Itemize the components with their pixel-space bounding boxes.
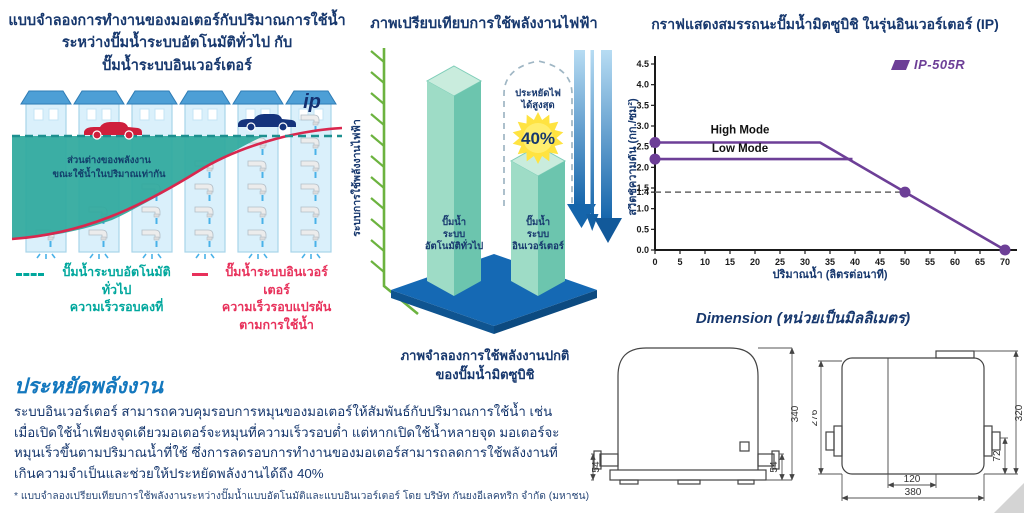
line-chart-y-axis-label: สวิตช์ความดัน (กก./ซม²) <box>628 98 639 216</box>
legend-item-automatic: ปั๊มน้ำระบบอัตโนมัติทั่วไป ความเร็วรอบคง… <box>16 264 184 334</box>
svg-text:4.5: 4.5 <box>636 59 649 69</box>
energy-bars <box>425 65 567 296</box>
svg-text:10: 10 <box>700 257 710 267</box>
performance-chart-title: กราฟแสดงสมรรถนะปั๊มน้ำมิตซูบิชิ ในรุ่นอิ… <box>651 16 999 32</box>
svg-text:55: 55 <box>925 257 935 267</box>
svg-text:0.0: 0.0 <box>636 245 649 255</box>
svg-text:65: 65 <box>975 257 985 267</box>
svg-text:45: 45 <box>875 257 885 267</box>
left-panel-title: แบบจำลองการทำงานของมอเตอร์กับปริมาณการใช… <box>8 10 346 77</box>
svg-text:60: 60 <box>950 257 960 267</box>
svg-text:25: 25 <box>775 257 785 267</box>
svg-text:อัตโนมัติทั่วไป: อัตโนมัติทั่วไป <box>425 238 483 252</box>
energy-difference-note-line2: ขณะใช้น้ำในปริมาณเท่ากัน <box>52 166 166 180</box>
svg-text:อินเวอร์เตอร์: อินเวอร์เตอร์ <box>512 240 565 252</box>
svg-text:15: 15 <box>725 257 735 267</box>
line-chart-legend: IP-505R <box>890 57 966 72</box>
svg-text:50: 50 <box>900 257 910 267</box>
ip505r-swatch-icon <box>890 59 911 70</box>
red-car-icon <box>84 122 142 140</box>
platform-edge-left <box>391 290 494 334</box>
dimension-title: Dimension (หน่วยเป็นมิลลิเมตร) <box>695 310 911 327</box>
legend-inverter-line2: ความเร็วรอบแปรผัน <box>221 300 332 314</box>
energy-difference-area <box>12 136 264 239</box>
svg-text:ระบบ: ระบบ <box>443 229 465 240</box>
svg-text:1.4: 1.4 <box>636 187 649 197</box>
bar1-label: ปั๊มน้ำ ระบบ อัตโนมัติทั่วไป <box>425 214 483 252</box>
dim-side-pipe-spacing: 120 <box>904 474 921 485</box>
legend-item-inverter: ปั๊มน้ำระบบอินเวอร์เตอร์ ความเร็วรอบแปรผ… <box>192 264 340 334</box>
svg-text:1.0: 1.0 <box>636 204 649 214</box>
pump-legend: ปั๊มน้ำระบบอัตโนมัติทั่วไป ความเร็วรอบคง… <box>16 264 340 334</box>
left-title-line2: ระหว่างปั๊มน้ำระบบอัตโนมัติทั่วไป กับ <box>61 35 293 52</box>
dim-side-total-height: 320 <box>1014 404 1024 421</box>
performance-line-chart: สวิตช์ความดัน (กก./ซม²) ปริมาณน้ำ (ลิตรต… <box>628 56 1017 281</box>
blue-car-icon <box>238 114 296 132</box>
badge-line2: ได้สูงสุด <box>520 99 554 112</box>
svg-text:High Mode: High Mode <box>711 124 770 136</box>
caption-line2: ของปั๊มน้ำมิตซูบิชิ <box>435 366 535 382</box>
pump-usage-illustration: ip ส่วนต่างของพลังงาน ขณะใช้น้ำในปริมาณเ… <box>12 90 342 259</box>
left-title-line3: ปั๊มน้ำระบบอินเวอร์เตอร์ <box>102 57 252 74</box>
svg-text:ปั๊มน้ำ: ปั๊มน้ำ <box>526 214 550 228</box>
dashed-line-swatch <box>16 273 44 276</box>
saving-percentage: 40% <box>521 129 555 148</box>
svg-text:40: 40 <box>850 257 860 267</box>
dim-side-total-width: 380 <box>905 487 922 498</box>
dim-front-pipe-right: 54 <box>769 461 780 473</box>
dimension-side-view: 276 320 72 120 380 <box>812 350 1024 501</box>
bar-chart-y-axis-label: ระบบการใช้พลังงานไฟฟ้า <box>349 119 363 237</box>
bar-chart-caption: ภาพจำลองการใช้พลังงานปกติ ของปั๊มน้ำมิตซ… <box>352 347 618 385</box>
svg-text:1.5: 1.5 <box>636 183 649 193</box>
svg-text:70: 70 <box>1000 257 1010 267</box>
energy-difference-note-line1: ส่วนต่างของพลังงาน <box>67 155 151 166</box>
dim-front-pipe-left: 54 <box>591 461 602 473</box>
bar2-label: ปั๊มน้ำ ระบบ อินเวอร์เตอร์ <box>512 214 565 252</box>
energy-comparison-title: ภาพเปรียบเทียบการใช้พลังงานไฟฟ้า <box>370 16 598 32</box>
platform-base <box>391 254 597 326</box>
left-title-line1: แบบจำลองการทำงานของมอเตอร์กับปริมาณการใช… <box>8 13 346 29</box>
page-corner-fold <box>994 483 1024 513</box>
svg-text:0.5: 0.5 <box>636 224 649 234</box>
dim-side-pipe-height: 72 <box>992 450 1003 462</box>
energy-saving-heading: ประหยัดพลังงาน <box>14 375 164 398</box>
legend-auto-line1: ปั๊มน้ำระบบอัตโนมัติทั่วไป <box>62 265 171 297</box>
legend-inverter-line1: ปั๊มน้ำระบบอินเวอร์เตอร์ <box>225 265 328 297</box>
dimension-front-view: 340 54 54 <box>590 347 800 485</box>
svg-text:2.0: 2.0 <box>636 162 649 172</box>
sunburst-badge <box>512 112 564 164</box>
badge-line1: ประหยัดไฟ <box>515 87 561 99</box>
energy-bar-chart: ระบบการใช้พลังงานไฟฟ้า ประหยัดไฟ ได้สูงส… <box>349 48 622 334</box>
green-scale-axis <box>370 48 419 316</box>
solid-line-swatch <box>192 273 209 276</box>
disclaimer-footnote: * แบบจำลองเปรียบเทียบการใช้พลังงานระหว่า… <box>14 491 590 502</box>
platform-edge-right <box>494 290 597 334</box>
legend-auto-line2: ความเร็วรอบคงที่ <box>69 300 164 314</box>
ip-logo: ip <box>303 91 321 113</box>
svg-text:0: 0 <box>652 257 657 267</box>
svg-text:3.5: 3.5 <box>636 100 649 110</box>
saved-energy-ghost-outline <box>503 60 573 206</box>
svg-text:2.5: 2.5 <box>636 142 649 152</box>
svg-text:ปั๊มน้ำ: ปั๊มน้ำ <box>442 214 466 228</box>
svg-text:Low Mode: Low Mode <box>712 143 768 155</box>
svg-text:5: 5 <box>677 257 682 267</box>
dim-side-body-height: 276 <box>812 409 820 426</box>
dim-front-height: 340 <box>790 405 800 422</box>
power-down-arrows <box>567 50 622 243</box>
svg-text:20: 20 <box>750 257 760 267</box>
svg-text:3.0: 3.0 <box>636 121 649 131</box>
svg-text:4.0: 4.0 <box>636 80 649 90</box>
energy-saving-body: ระบบอินเวอร์เตอร์ สามารถควบคุมรอบการหมุน… <box>14 404 560 481</box>
line-chart-x-axis-label: ปริมาณน้ำ (ลิตรต่อนาที) <box>772 266 887 281</box>
legend-inverter-line3: ตามการใช้น้ำ <box>239 317 314 332</box>
svg-text:ระบบ: ระบบ <box>527 229 549 240</box>
ip505r-label: IP-505R <box>914 57 966 72</box>
svg-text:35: 35 <box>825 257 835 267</box>
svg-text:30: 30 <box>800 257 810 267</box>
caption-line1: ภาพจำลองการใช้พลังงานปกติ <box>400 348 570 363</box>
